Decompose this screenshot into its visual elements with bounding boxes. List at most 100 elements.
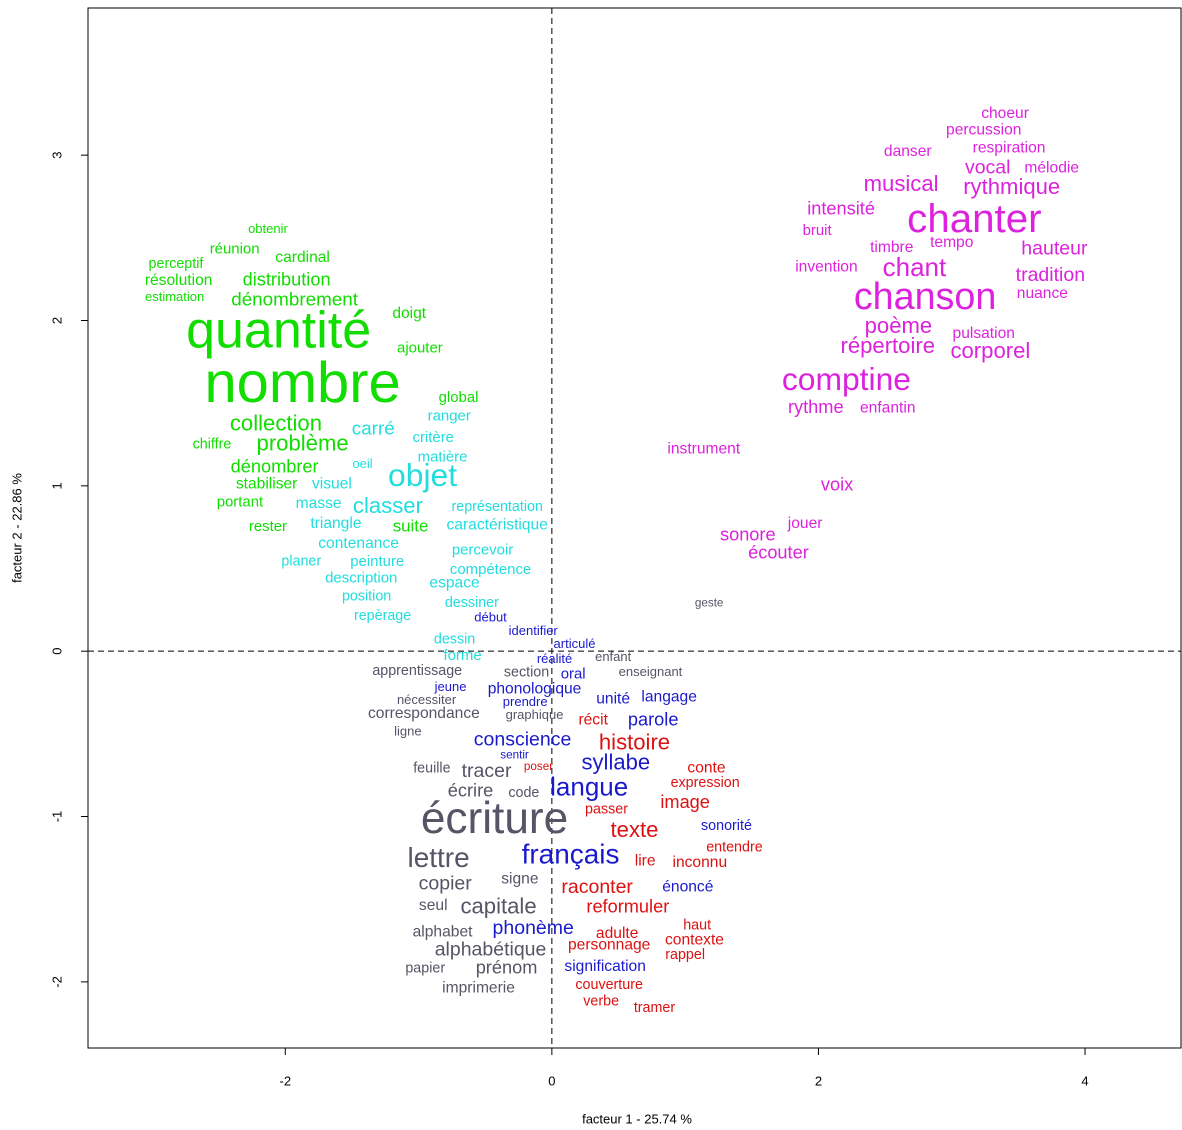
word-point: parole [628, 709, 679, 729]
word-point: caractéristique [447, 517, 548, 534]
word-point: écrire [448, 781, 493, 801]
word-point: dessiner [445, 595, 499, 611]
word-point: masse [296, 495, 342, 512]
word-point: danser [884, 143, 932, 160]
word-point: capitale [460, 893, 536, 918]
word-point: écriture [421, 794, 568, 843]
word-point: quantité [186, 301, 371, 359]
x-tick-label: 4 [1081, 1073, 1088, 1088]
word-point: contexte [665, 932, 724, 949]
word-point: inconnu [673, 854, 728, 871]
word-point: forme [443, 647, 481, 664]
word-point: planer [281, 554, 321, 570]
word-point: enfantin [860, 399, 916, 416]
word-point: dénombrer [231, 456, 319, 476]
word-point: réunion [210, 240, 260, 257]
word-point: objet [388, 457, 457, 493]
word-point: adulte [596, 925, 639, 942]
word-point: matière [418, 449, 468, 466]
word-point: reformuler [586, 896, 669, 916]
word-point: tramer [634, 1000, 676, 1016]
word-point: signe [501, 870, 538, 887]
word-point: portant [217, 493, 264, 510]
word-point: voix [821, 475, 853, 495]
word-point: comptine [782, 361, 911, 397]
word-point: lire [635, 852, 656, 869]
word-point: percevoir [452, 541, 513, 558]
word-point: écouter [748, 542, 809, 562]
word-point: rythmique [963, 174, 1060, 199]
word-point: récit [578, 712, 608, 729]
word-point: couverture [575, 977, 643, 993]
word-point: répertoire [840, 333, 935, 358]
word-point: repèrage [354, 608, 411, 624]
word-point: doigt [392, 305, 426, 322]
word-point: graphique [506, 707, 564, 722]
word-point: haut [683, 917, 711, 933]
word-point: langage [641, 689, 697, 706]
word-point: peinture [350, 553, 404, 570]
word-point: sonore [720, 524, 776, 544]
word-point: lettre [408, 842, 470, 873]
word-point: unité [596, 690, 630, 707]
word-point: nombre [205, 351, 401, 415]
y-axis-title: facteur 2 - 22.86 % [9, 473, 24, 583]
word-point: collection [230, 411, 322, 436]
word-point: espace [429, 575, 479, 592]
word-point: compétence [450, 561, 531, 578]
word-point: perceptif [149, 256, 204, 272]
word-point: position [342, 588, 391, 604]
word-point: critère [412, 429, 454, 446]
word-point: alphabet [413, 923, 473, 940]
word-point: articulé [554, 636, 596, 651]
word-point: chanter [907, 196, 1041, 241]
word-point: tracer [462, 760, 512, 782]
word-point: feuille [413, 760, 450, 776]
word-point: résolution [145, 272, 213, 289]
word-point: enfant [595, 649, 632, 664]
word-point: chanson [854, 275, 997, 317]
word-point: visuel [312, 475, 352, 492]
word-point: section [504, 664, 549, 680]
word-point: tradition [1016, 264, 1085, 286]
word-point: problème [257, 430, 349, 455]
word-point: conte [687, 760, 725, 777]
word-point: oral [561, 665, 586, 682]
word-point: raconter [561, 876, 633, 898]
word-point: ranger [428, 407, 471, 424]
word-point: ajouter [397, 340, 443, 357]
word-point: seul [419, 897, 448, 914]
word-point: obtenir [248, 221, 288, 236]
y-tick-label: 1 [49, 482, 64, 489]
word-point: correspondance [368, 705, 480, 722]
word-point: hauteur [1021, 238, 1088, 260]
word-point: conscience [474, 729, 572, 751]
word-point: oeil [352, 456, 372, 471]
word-point: sentir [500, 748, 529, 761]
word-point: bruit [803, 222, 833, 239]
word-point: rythme [788, 397, 844, 417]
word-point: triangle [310, 515, 361, 532]
word-point: suite [393, 517, 429, 536]
word-point: entendre [706, 840, 762, 856]
x-axis-title: facteur 1 - 25.74 % [582, 1111, 692, 1126]
word-point: papier [405, 960, 445, 976]
word-point: chant [883, 252, 947, 282]
word-point: pulsation [953, 325, 1015, 342]
word-point: langue [550, 771, 628, 801]
word-point: signification [564, 958, 645, 975]
word-point: choeur [981, 105, 1029, 122]
word-point: passer [585, 802, 628, 818]
word-point: nécessiter [397, 692, 457, 707]
word-point: mélodie [1024, 160, 1079, 177]
word-point: carré [352, 418, 395, 439]
word-point: phonème [493, 917, 574, 939]
word-point: respiration [973, 140, 1046, 157]
word-point: timbre [870, 239, 913, 256]
word-point: geste [695, 596, 724, 609]
word-point: début [474, 610, 507, 625]
word-point: phonologique [488, 680, 582, 697]
word-point: verbe [583, 993, 619, 1009]
word-point: percussion [946, 121, 1021, 138]
